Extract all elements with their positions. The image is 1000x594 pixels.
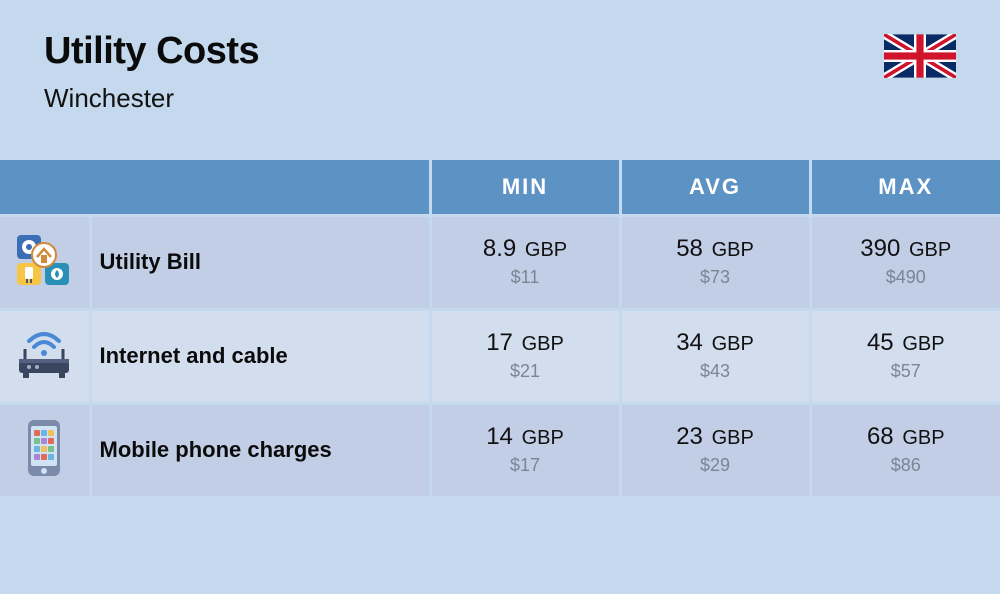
gbp-value: 17	[486, 329, 513, 356]
currency-label: GBP	[712, 333, 754, 355]
row-icon-cell	[0, 404, 90, 498]
gbp-value: 68	[867, 423, 894, 450]
utility-icon	[15, 233, 73, 292]
cell-min: 8.9 GBP $11	[430, 216, 620, 310]
usd-symbol: $	[700, 361, 710, 381]
table-row: Internet and cable 17 GBP $21 34 GBP $43…	[0, 310, 1000, 404]
currency-label: GBP	[525, 239, 567, 261]
cell-avg: 58 GBP $73	[620, 216, 810, 310]
cell-min: 14 GBP $17	[430, 404, 620, 498]
secondary-amount: $17	[440, 455, 611, 476]
primary-amount: 8.9 GBP	[440, 235, 611, 263]
header: Utility Costs Winchester	[0, 0, 1000, 134]
currency-label: GBP	[902, 427, 944, 449]
col-header-max: MAX	[810, 160, 1000, 216]
gbp-value: 23	[676, 423, 703, 450]
row-label: Mobile phone charges	[90, 404, 430, 498]
usd-value: 17	[520, 455, 540, 475]
usd-value: 73	[710, 267, 730, 287]
gbp-value: 14	[486, 423, 513, 450]
uk-flag-icon	[884, 34, 956, 83]
router-icon	[13, 327, 75, 386]
gbp-value: 8.9	[483, 235, 516, 262]
primary-amount: 23 GBP	[630, 423, 801, 451]
usd-value: 490	[896, 267, 926, 287]
secondary-amount: $57	[820, 361, 993, 382]
usd-symbol: $	[886, 267, 896, 287]
secondary-amount: $73	[630, 267, 801, 288]
usd-symbol: $	[700, 267, 710, 287]
primary-amount: 58 GBP	[630, 235, 801, 263]
primary-amount: 390 GBP	[820, 235, 993, 263]
costs-table: MIN AVG MAX	[0, 160, 1000, 499]
cell-avg: 34 GBP $43	[620, 310, 810, 404]
usd-symbol: $	[700, 455, 710, 475]
currency-label: GBP	[909, 239, 951, 261]
currency-label: GBP	[522, 333, 564, 355]
row-label: Internet and cable	[90, 310, 430, 404]
primary-amount: 34 GBP	[630, 329, 801, 357]
gbp-value: 390	[860, 235, 900, 262]
usd-value: 21	[520, 361, 540, 381]
usd-symbol: $	[511, 267, 521, 287]
page-title: Utility Costs	[44, 30, 259, 73]
col-header-avg: AVG	[620, 160, 810, 216]
secondary-amount: $29	[630, 455, 801, 476]
usd-symbol: $	[891, 361, 901, 381]
currency-label: GBP	[902, 333, 944, 355]
phone-icon	[24, 418, 64, 483]
usd-symbol: $	[510, 361, 520, 381]
primary-amount: 14 GBP	[440, 423, 611, 451]
primary-amount: 17 GBP	[440, 329, 611, 357]
cell-max: 45 GBP $57	[810, 310, 1000, 404]
secondary-amount: $43	[630, 361, 801, 382]
col-header-min: MIN	[430, 160, 620, 216]
secondary-amount: $11	[440, 267, 611, 288]
usd-symbol: $	[510, 455, 520, 475]
currency-label: GBP	[712, 427, 754, 449]
table-header-blank	[0, 160, 430, 216]
subtitle: Winchester	[44, 83, 259, 114]
usd-value: 43	[710, 361, 730, 381]
usd-value: 57	[901, 361, 921, 381]
secondary-amount: $86	[820, 455, 993, 476]
usd-value: 11	[521, 267, 540, 287]
table-header-row: MIN AVG MAX	[0, 160, 1000, 216]
currency-label: GBP	[712, 239, 754, 261]
usd-value: 86	[901, 455, 921, 475]
title-block: Utility Costs Winchester	[44, 30, 259, 114]
row-icon-cell	[0, 310, 90, 404]
gbp-value: 58	[676, 235, 703, 262]
cell-avg: 23 GBP $29	[620, 404, 810, 498]
row-icon-cell	[0, 216, 90, 310]
table-row: Utility Bill 8.9 GBP $11 58 GBP $73 390 …	[0, 216, 1000, 310]
usd-symbol: $	[891, 455, 901, 475]
gbp-value: 45	[867, 329, 894, 356]
primary-amount: 45 GBP	[820, 329, 993, 357]
usd-value: 29	[710, 455, 730, 475]
row-label: Utility Bill	[90, 216, 430, 310]
cell-max: 390 GBP $490	[810, 216, 1000, 310]
cell-max: 68 GBP $86	[810, 404, 1000, 498]
currency-label: GBP	[522, 427, 564, 449]
primary-amount: 68 GBP	[820, 423, 993, 451]
gbp-value: 34	[676, 329, 703, 356]
cell-min: 17 GBP $21	[430, 310, 620, 404]
table-row: Mobile phone charges 14 GBP $17 23 GBP $…	[0, 404, 1000, 498]
secondary-amount: $490	[820, 267, 993, 288]
secondary-amount: $21	[440, 361, 611, 382]
